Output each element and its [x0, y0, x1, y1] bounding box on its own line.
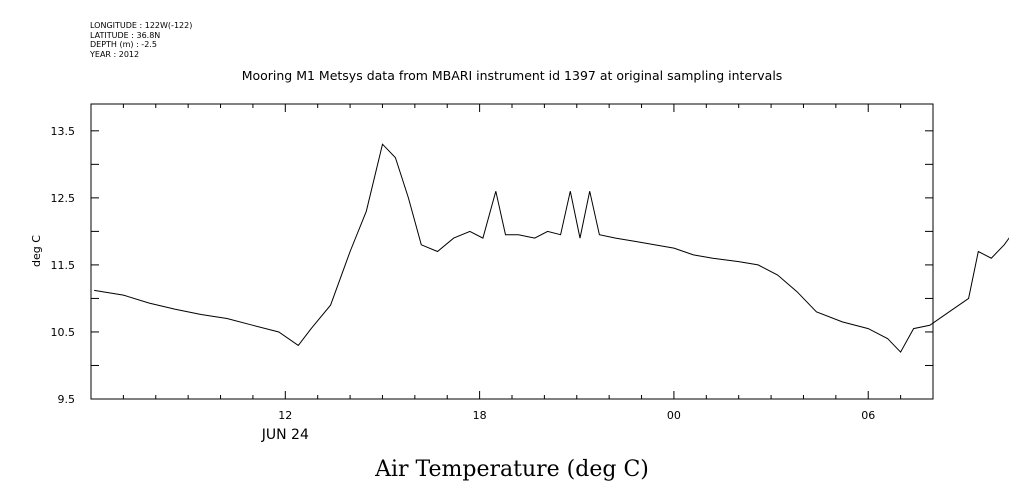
y-axis-label: deg C: [30, 235, 43, 267]
x-day-label: JUN 24: [261, 427, 309, 443]
chart-title: Mooring M1 Metsys data from MBARI instru…: [242, 68, 783, 83]
y-tick-label: 12.5: [51, 192, 76, 205]
minor-ticks: [90, 104, 934, 399]
x-hour-tick-label: 18: [473, 409, 487, 422]
x-hour-tick-label: 12: [278, 409, 292, 422]
y-tick-label: 9.5: [58, 393, 76, 406]
x-hour-tick-label: 00: [667, 409, 681, 422]
plot-frame: [90, 103, 934, 400]
y-tick-label: 11.5: [51, 259, 76, 272]
y-tick-label: 13.5: [51, 125, 76, 138]
metadata-depth: DEPTH (m) : -2.5: [90, 40, 157, 49]
y-tick-label: 10.5: [51, 326, 76, 339]
x-hour-tick-label: 06: [861, 409, 875, 422]
metadata-block: LONGITUDE : 122W(-122) LATITUDE : 36.8N …: [90, 21, 192, 59]
metadata-year: YEAR : 2012: [90, 49, 140, 59]
series-line-air-temperature: [94, 143, 1009, 353]
y-axis: 9.5 10.5 11.5 12.5 13.5: [51, 125, 933, 406]
metadata-longitude: LONGITUDE : 122W(-122): [90, 21, 193, 30]
series-layer: [94, 143, 1009, 353]
metadata-latitude: LATITUDE : 36.8N: [90, 30, 161, 40]
x-axis-label: Air Temperature (deg C): [374, 457, 649, 482]
